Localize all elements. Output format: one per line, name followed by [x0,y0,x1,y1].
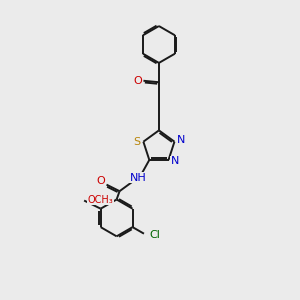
Text: NH: NH [130,173,147,183]
Text: O: O [134,76,142,86]
Text: O: O [96,176,105,186]
Text: N: N [171,156,179,167]
Text: Cl: Cl [149,230,160,240]
Text: S: S [133,137,140,147]
Text: N: N [177,135,185,145]
Text: OCH₃: OCH₃ [88,195,114,205]
